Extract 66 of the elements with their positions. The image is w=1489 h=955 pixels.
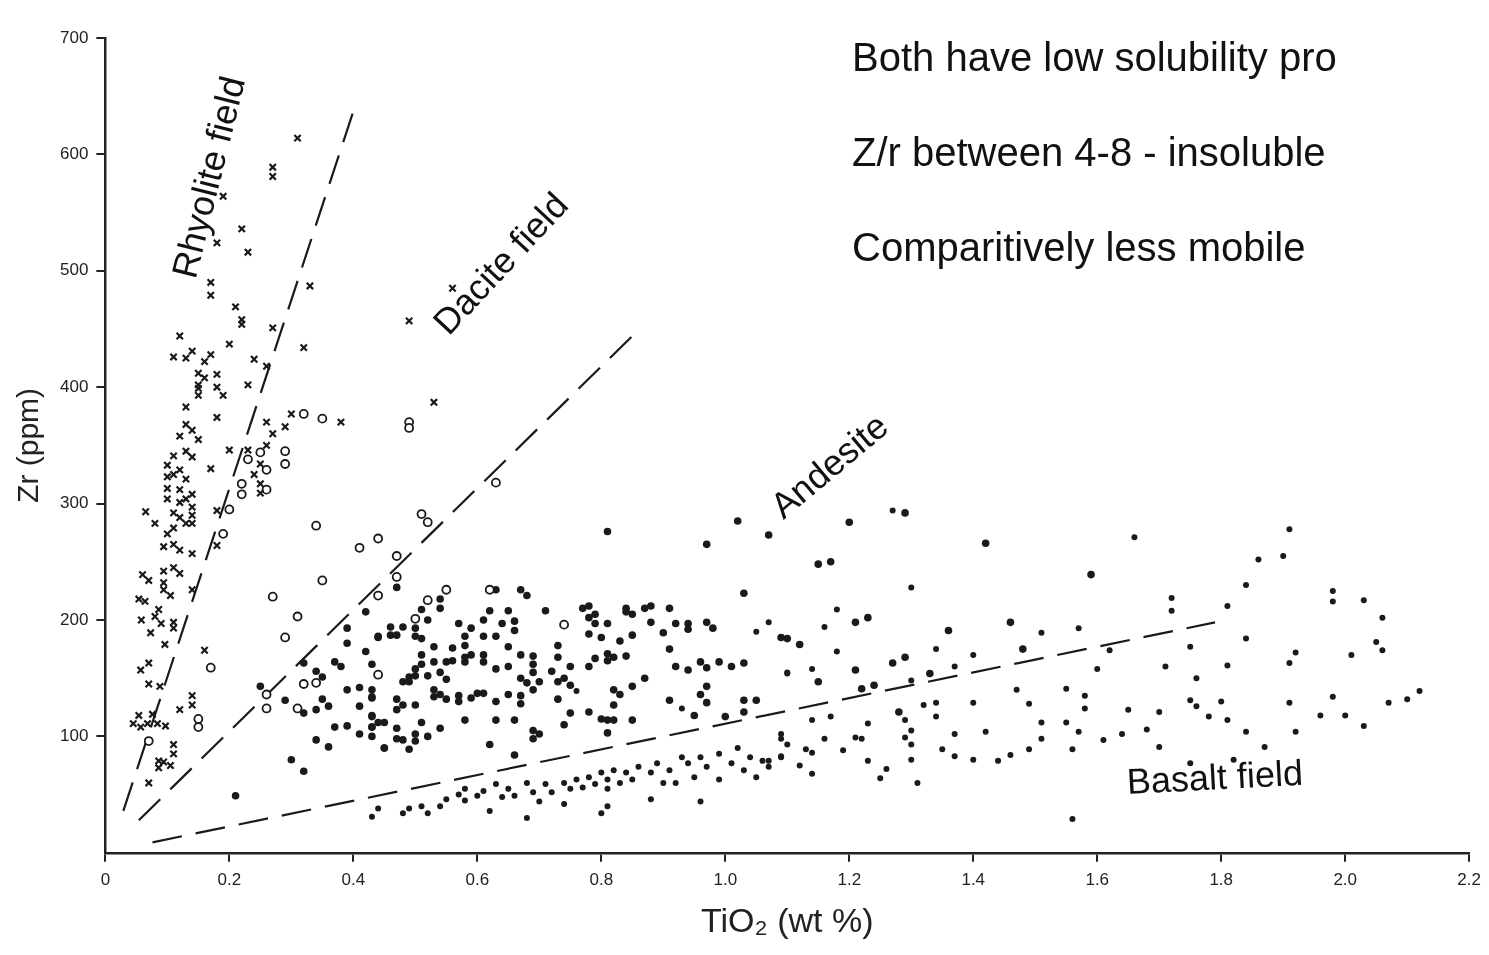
point xyxy=(559,619,569,630)
point xyxy=(391,551,402,561)
annotation: Z/r between 4-8 - insoluble xyxy=(852,130,1326,175)
y-tick-label: 200 xyxy=(59,609,89,629)
x-tick-label: 2.0 xyxy=(1333,869,1358,889)
x-tick-label: 1.0 xyxy=(713,869,738,889)
point xyxy=(484,584,495,595)
annotation: Both have low solubility pro xyxy=(852,35,1337,80)
point xyxy=(491,477,501,488)
y-axis-title: Zr (ppm) xyxy=(11,387,45,503)
x-axis-title: TiO₂ (wt %) xyxy=(701,900,874,939)
point xyxy=(373,533,384,544)
point xyxy=(261,703,272,714)
point xyxy=(422,595,433,606)
point xyxy=(311,677,322,688)
x-tick-label: 0.4 xyxy=(341,869,366,889)
point xyxy=(354,542,365,553)
point xyxy=(261,464,272,475)
point xyxy=(193,714,204,724)
y-tick-label: 600 xyxy=(59,144,89,164)
point xyxy=(236,489,247,500)
x-tick-label: 1.2 xyxy=(837,869,862,889)
point xyxy=(267,591,278,602)
point xyxy=(311,520,322,531)
point xyxy=(373,669,384,680)
point xyxy=(317,413,328,424)
point xyxy=(218,528,229,539)
y-tick-label: 700 xyxy=(59,27,89,47)
point xyxy=(410,613,421,624)
x-tick-label: 1.8 xyxy=(1209,869,1234,889)
point xyxy=(416,509,427,519)
x-tick-label: 0.6 xyxy=(465,869,490,889)
point xyxy=(193,722,204,732)
y-tick-label: 400 xyxy=(59,376,89,396)
annotation: Basalt field xyxy=(1125,751,1304,802)
annotation: Comparitively less mobile xyxy=(852,225,1306,270)
point xyxy=(243,454,253,465)
x-tick-label: 1.4 xyxy=(961,869,986,889)
point xyxy=(261,689,272,700)
y-tick-label: 500 xyxy=(59,260,89,280)
y-tick-label: 100 xyxy=(59,726,89,746)
point xyxy=(298,679,309,689)
point xyxy=(236,478,247,489)
point xyxy=(441,584,452,595)
point xyxy=(280,632,291,643)
point xyxy=(298,409,309,419)
x-tick-label: 0.8 xyxy=(589,869,614,889)
x-tick-label: 0.2 xyxy=(217,869,242,889)
point xyxy=(292,611,303,622)
x-tick-label: 2.2 xyxy=(1457,869,1481,889)
point xyxy=(205,662,216,673)
point xyxy=(280,446,291,457)
point xyxy=(317,575,328,586)
point xyxy=(404,423,415,433)
point xyxy=(292,703,303,714)
point xyxy=(143,736,154,746)
point xyxy=(224,504,235,515)
point xyxy=(422,517,433,528)
point xyxy=(373,590,384,601)
y-tick-label: 300 xyxy=(59,493,89,513)
x-tick-label: 1.6 xyxy=(1085,869,1110,889)
annotation: Rhyolite field xyxy=(163,72,254,283)
x-tick-label: 0 xyxy=(100,869,111,889)
point xyxy=(280,459,291,469)
point xyxy=(255,447,266,458)
point xyxy=(391,572,402,582)
